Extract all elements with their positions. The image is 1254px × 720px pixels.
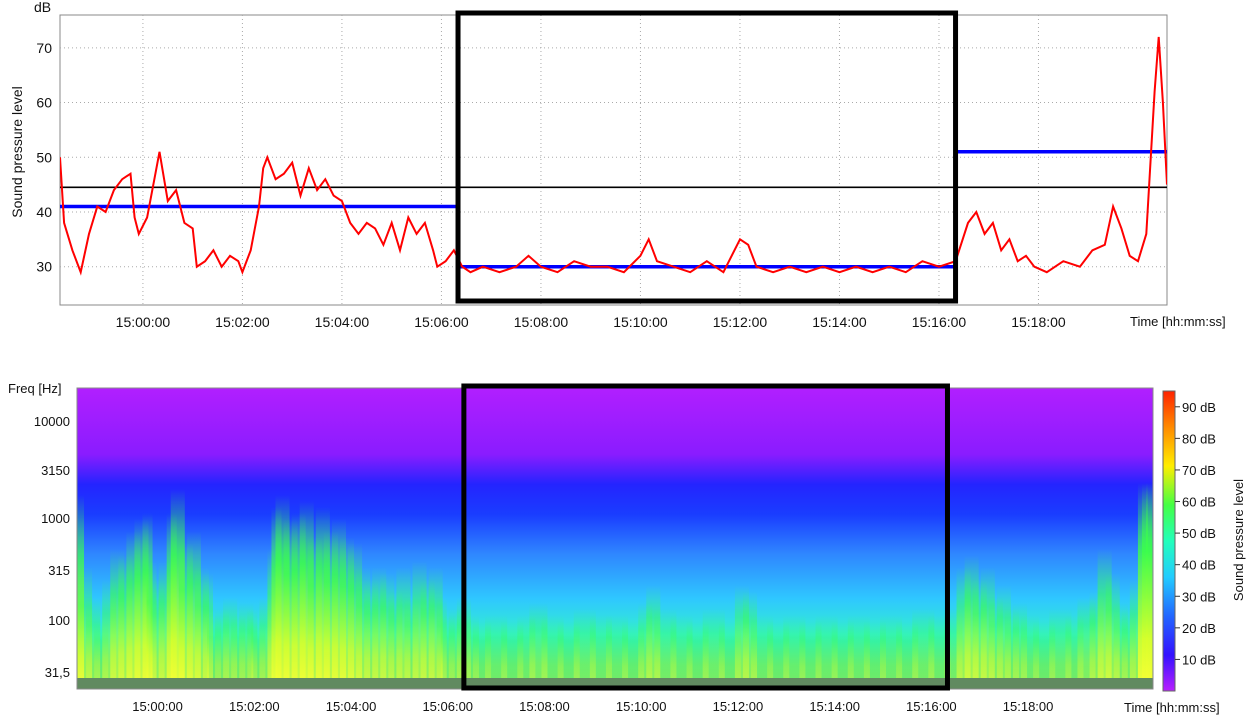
level-x-tick-label: 15:12:00 [713,314,768,330]
level-y-tick-label: 30 [36,259,52,275]
spectrogram-x-tick-label: 15:02:00 [229,699,280,714]
spectrogram-x-tick-label: 15:10:00 [616,699,667,714]
level-x-tick-label: 15:14:00 [812,314,867,330]
colorbar-tick-label: 70 dB [1182,463,1216,478]
colorbar-tick-label: 20 dB [1182,621,1216,636]
colorbar-tick-label: 10 dB [1182,652,1216,667]
colorbar-tick-label: 30 dB [1182,589,1216,604]
spectrogram-bottom-band [77,678,1153,689]
level-highlight-box [455,10,959,304]
spectrogram-energy [77,483,1153,678]
spectrogram-x-tick-label: 15:00:00 [132,699,183,714]
level-x-tick-label: 15:08:00 [514,314,569,330]
level-plot-area [59,14,1168,306]
level-y-tick-label: 70 [36,40,52,56]
colorbar-ticks: 90 dB 80 dB 70 dB 60 dB 50 dB 40 dB 30 dB 20 dB… [1175,400,1216,667]
level-x-tick-label: 15:10:00 [613,314,668,330]
colorbar-tick-label: 40 dB [1182,558,1216,573]
spectrogram-x-tick-label: 15:06:00 [422,699,473,714]
spectrogram-y-ticks: 10000 3150 1000 315 100 31,5 [34,414,70,680]
spectrogram-y-tick-label: 315 [48,563,70,578]
level-x-tick-label: 15:18:00 [1011,314,1066,330]
level-x-ticks: 15:00:00 15:02:00 15:04:00 15:06:00 15:08:00… [116,314,1066,330]
level-x-tick-label: 15:02:00 [215,314,270,330]
colorbar-tick-label: 90 dB [1182,400,1216,415]
spectrogram-y-tick-label: 3150 [41,463,70,478]
level-x-axis-label: Time [hh:mm:ss] [1130,314,1226,329]
level-x-tick-label: 15:00:00 [116,314,171,330]
spectrogram-x-tick-label: 15:18:00 [1003,699,1054,714]
spectrogram-highlight-box [461,383,950,691]
level-x-tick-label: 15:06:00 [414,314,469,330]
spectrogram-y-tick-label: 31,5 [45,665,70,680]
level-x-tick-label: 15:04:00 [315,314,370,330]
colorbar-tick-label: 60 dB [1182,495,1216,510]
spectrogram-y-tick-label: 1000 [41,511,70,526]
spectrogram-y-axis-label: Freq [Hz] [8,381,61,396]
level-y-tick-label: 40 [36,204,52,220]
level-unit-label: dB [34,0,51,15]
colorbar-tick-label: 80 dB [1182,431,1216,446]
spectrogram-y-tick-label: 100 [48,613,70,628]
colorbar [1162,390,1176,692]
spectrogram-x-tick-label: 15:04:00 [326,699,377,714]
spectrogram-chart: 10000 3150 1000 315 100 31,5 15:00:00 15:02:00… [8,381,1246,715]
spectrogram-energy-column [1145,483,1153,678]
level-y-axis-label: Sound pressure level [9,86,25,218]
spectrogram-x-ticks: 15:00:00 15:02:00 15:04:00 15:06:00 15:08:00… [132,699,1053,714]
spectrogram-x-tick-label: 15:14:00 [809,699,860,714]
sound-level-series [60,36,1167,276]
spectrogram-y-tick-label: 10000 [34,414,70,429]
level-y-ticks: 30 40 50 60 70 [36,40,52,275]
colorbar-label: Sound pressure level [1231,479,1246,601]
colorbar-tick-label: 50 dB [1182,526,1216,541]
level-y-tick-label: 60 [36,95,52,111]
spectrogram-x-tick-label: 15:16:00 [906,699,957,714]
level-x-tick-label: 15:16:00 [912,314,967,330]
spectrogram-x-tick-label: 15:08:00 [519,699,570,714]
spectrogram-x-tick-label: 15:12:00 [713,699,764,714]
level-chart: 30 40 50 60 70 15:00:00 15:02:00 15:04:00 15:06… [9,0,1226,330]
level-y-tick-label: 50 [36,149,52,165]
spectrogram-x-axis-label: Time [hh:mm:ss] [1124,700,1220,715]
